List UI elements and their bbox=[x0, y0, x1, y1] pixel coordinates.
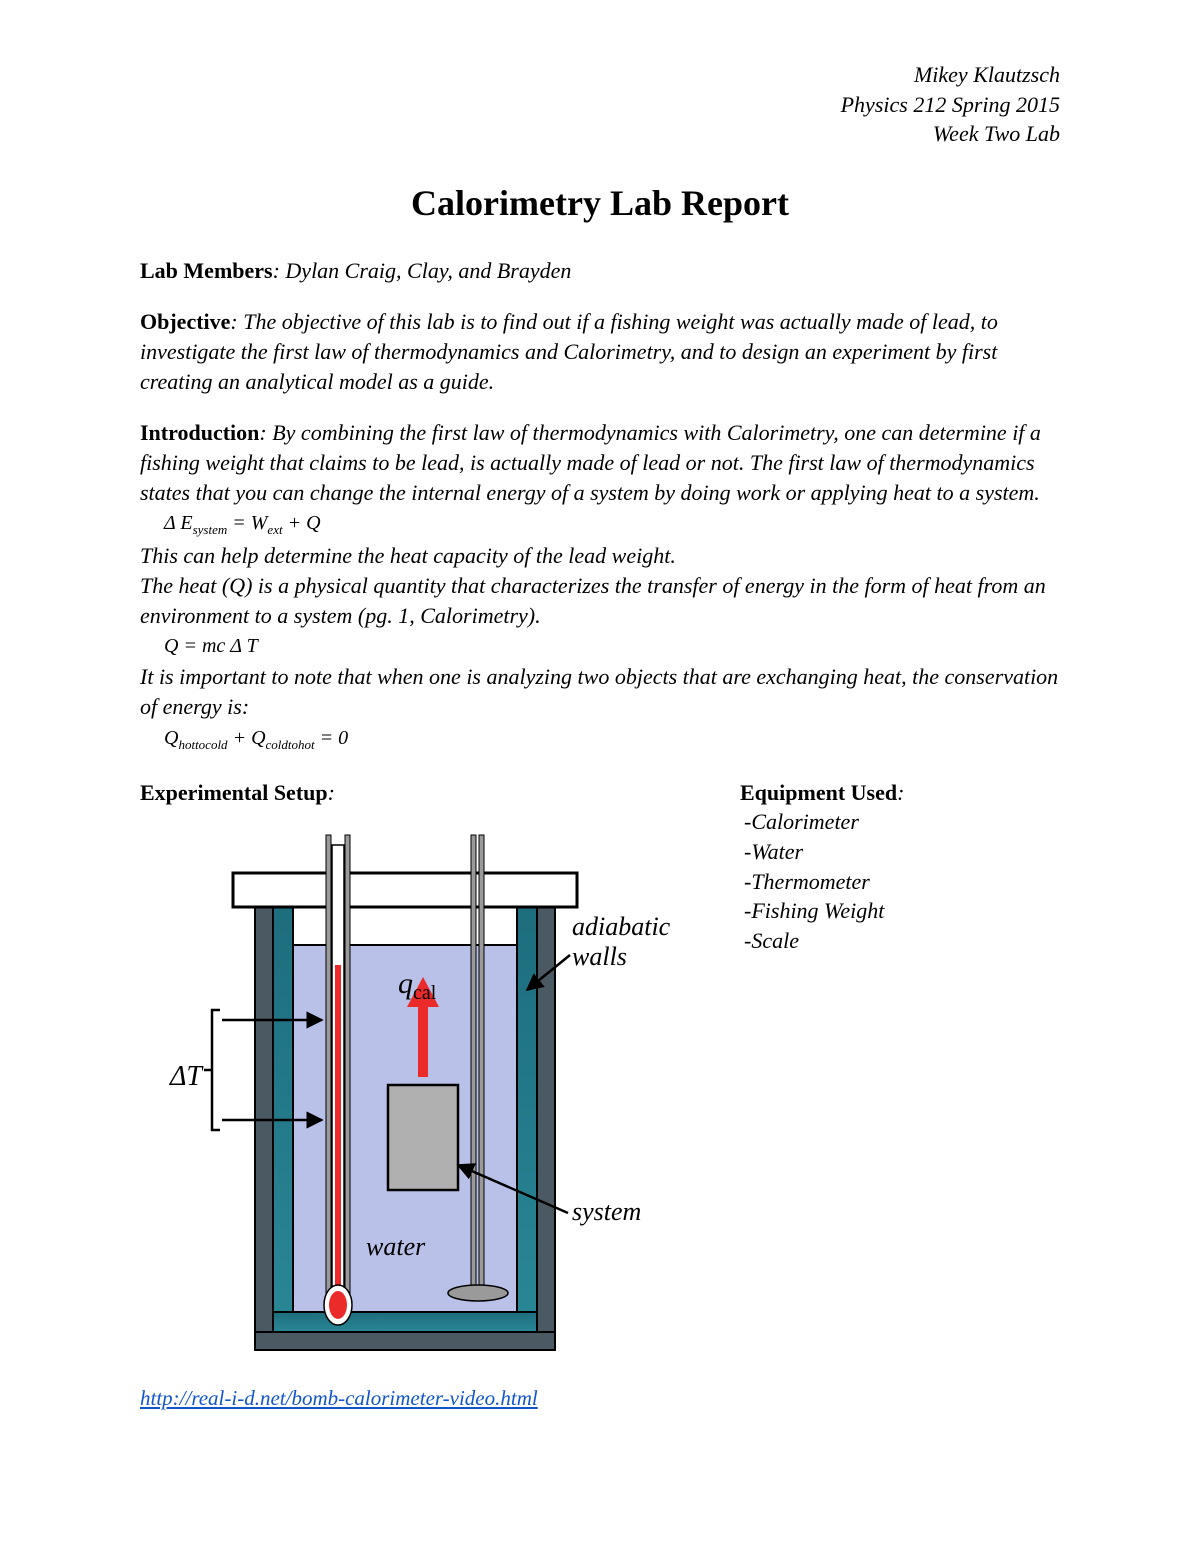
page-header: Mikey Klautzsch Physics 212 Spring 2015 … bbox=[140, 60, 1060, 149]
introduction-section: Introduction: By combining the first law… bbox=[140, 418, 1060, 755]
equipment-item: -Thermometer bbox=[744, 867, 1060, 897]
equipment-colon: : bbox=[897, 780, 904, 805]
objective-text: : The objective of this lab is to find o… bbox=[140, 309, 998, 393]
setup-row: Experimental Setup: qcalwaterΔTadiabatic… bbox=[140, 778, 1060, 1413]
equipment-label: Equipment Used bbox=[740, 780, 897, 805]
lab-report-page: Mikey Klautzsch Physics 212 Spring 2015 … bbox=[0, 0, 1200, 1553]
introduction-p2: This can help determine the heat capacit… bbox=[140, 541, 1060, 571]
setup-label: Experimental Setup bbox=[140, 780, 328, 805]
report-title: Calorimetry Lab Report bbox=[140, 179, 1060, 228]
lab-members-value: : Dylan Craig, Clay, and Brayden bbox=[273, 258, 572, 283]
svg-text:water: water bbox=[366, 1232, 426, 1261]
calorimeter-svg: qcalwaterΔTadiabaticwallssystem bbox=[140, 815, 700, 1375]
source-link[interactable]: http://real-i-d.net/bomb-calorimeter-vid… bbox=[140, 1386, 538, 1410]
equipment-item: -Scale bbox=[744, 926, 1060, 956]
setup-colon: : bbox=[328, 780, 335, 805]
objective-section: Objective: The objective of this lab is … bbox=[140, 307, 1060, 396]
equipment-item: -Calorimeter bbox=[744, 807, 1060, 837]
svg-text:adiabatic: adiabatic bbox=[572, 912, 671, 941]
introduction-label: Introduction bbox=[140, 420, 259, 445]
svg-text:walls: walls bbox=[572, 942, 627, 971]
calorimeter-diagram: qcalwaterΔTadiabaticwallssystem bbox=[140, 815, 700, 1383]
introduction-p4: It is important to note that when one is… bbox=[140, 662, 1060, 721]
formula-2: Q = mc Δ T bbox=[164, 630, 1060, 662]
introduction-p1: : By combining the first law of thermody… bbox=[140, 420, 1041, 504]
setup-left-col: Experimental Setup: qcalwaterΔTadiabatic… bbox=[140, 778, 700, 1413]
equipment-item: -Fishing Weight bbox=[744, 896, 1060, 926]
svg-text:system: system bbox=[572, 1197, 641, 1226]
setup-right-col: Equipment Used: -Calorimeter -Water -The… bbox=[740, 778, 1060, 1413]
equipment-item: -Water bbox=[744, 837, 1060, 867]
week-line: Week Two Lab bbox=[140, 119, 1060, 149]
introduction-p3: The heat (Q) is a physical quantity that… bbox=[140, 571, 1060, 630]
course-line: Physics 212 Spring 2015 bbox=[140, 90, 1060, 120]
lab-members-label: Lab Members bbox=[140, 258, 273, 283]
svg-text:ΔT: ΔT bbox=[169, 1061, 204, 1092]
author-name: Mikey Klautzsch bbox=[140, 60, 1060, 90]
lab-members-section: Lab Members: Dylan Craig, Clay, and Bray… bbox=[140, 256, 1060, 286]
formula-3: Qhottocold + Qcoldtohot = 0 bbox=[164, 722, 1060, 756]
formula-1: Δ Esystem = Wext + Q bbox=[164, 507, 1060, 541]
objective-label: Objective bbox=[140, 309, 230, 334]
equipment-list: -Calorimeter -Water -Thermometer -Fishin… bbox=[740, 807, 1060, 955]
